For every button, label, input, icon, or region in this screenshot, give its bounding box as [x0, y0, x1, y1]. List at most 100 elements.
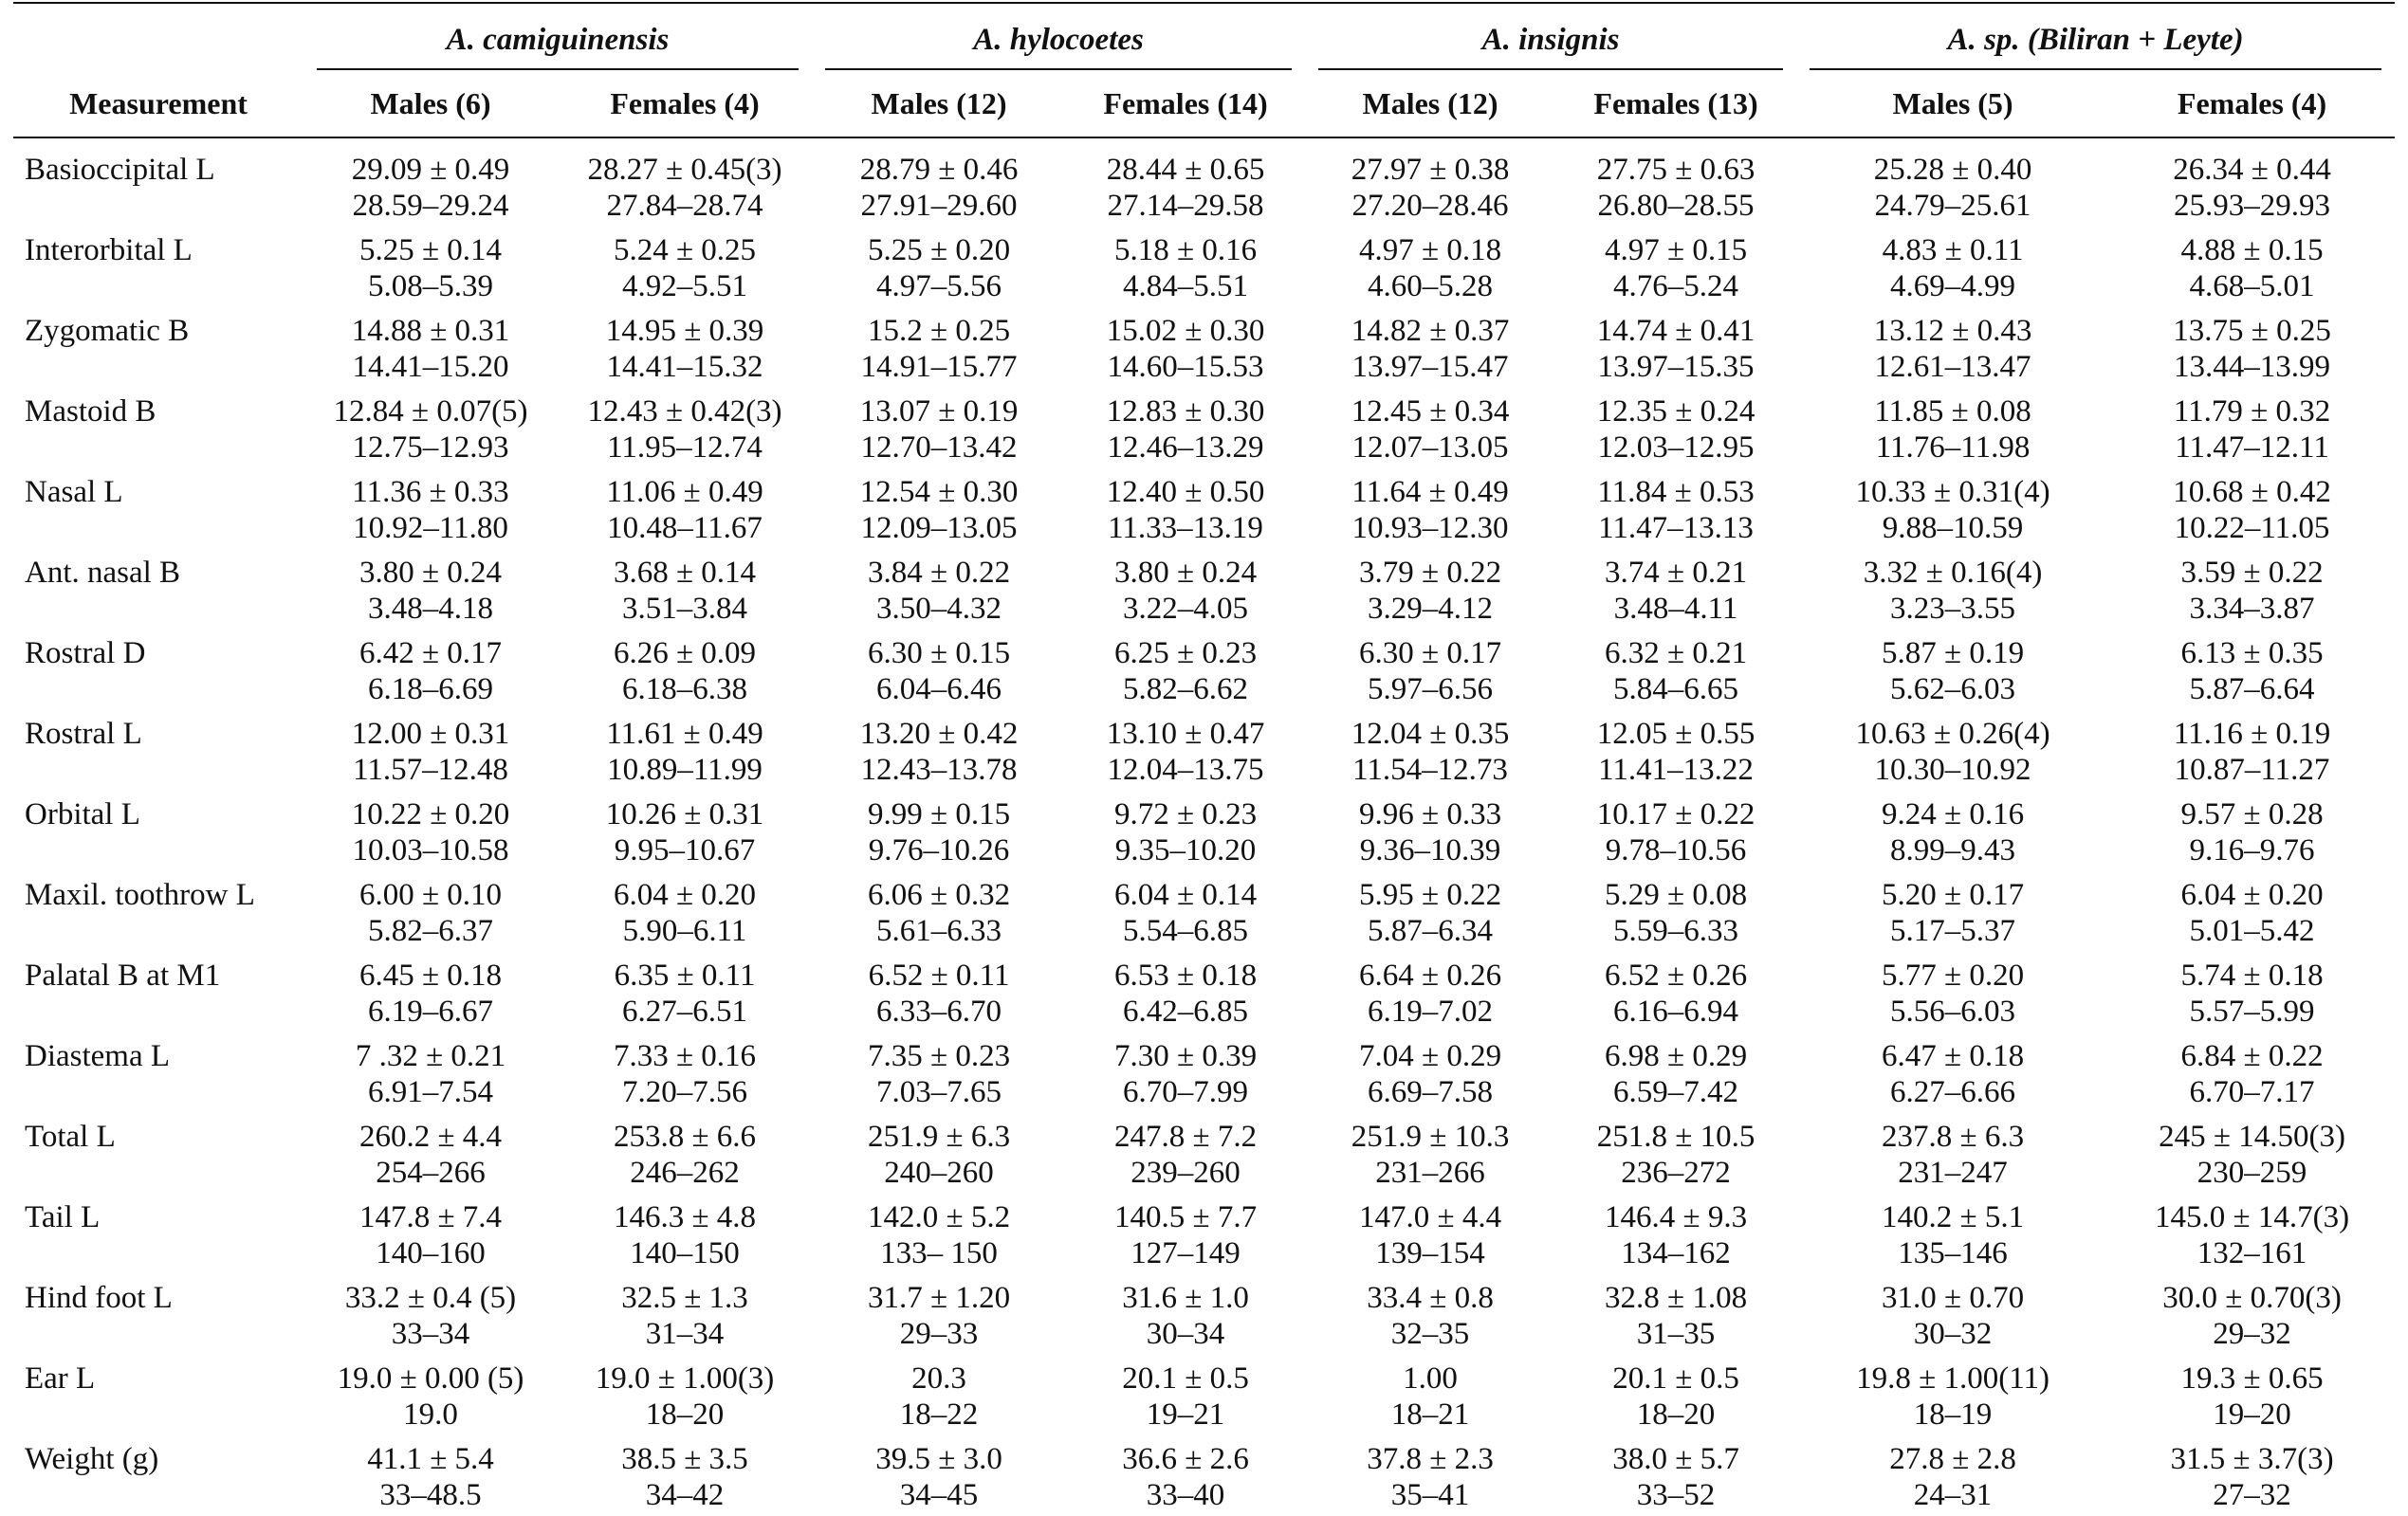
value-cell: 9.99 ± 0.15 9.76–10.26: [812, 791, 1066, 871]
range-value: 139–154: [1375, 1236, 1485, 1270]
range-value: 231–266: [1375, 1156, 1485, 1190]
range-value: 134–162: [1621, 1236, 1731, 1270]
range-value: 33–34: [391, 1317, 470, 1351]
mean-sd-value: 3.68 ± 0.14: [613, 556, 757, 590]
range-value: 4.76–5.24: [1613, 269, 1739, 303]
value-cell: 12.54 ± 0.30 12.09–13.05: [812, 468, 1066, 549]
range-value: 10.48–11.67: [607, 511, 763, 545]
range-value: 6.16–6.94: [1613, 995, 1739, 1029]
value-cell: 14.95 ± 0.39 14.41–15.32: [558, 307, 812, 388]
range-value: 14.41–15.32: [606, 350, 763, 384]
mean-sd-value: 38.0 ± 5.7: [1612, 1442, 1739, 1476]
value-cell: 20.3 18–22: [812, 1355, 1066, 1435]
mean-sd-value: 6.47 ± 0.18: [1881, 1039, 2025, 1073]
value-cell: 6.42 ± 0.17 6.18–6.69: [303, 630, 558, 710]
value-cell: 6.32 ± 0.21 5.84–6.65: [1555, 630, 1796, 710]
value-cell: 11.61 ± 0.49 10.89–11.99: [558, 710, 812, 791]
row-label: Maxil. toothrow L: [25, 878, 255, 912]
value-cell: 37.8 ± 2.3 35–41: [1305, 1435, 1555, 1516]
mean-sd-value: 7 .32 ± 0.21: [355, 1039, 506, 1073]
value-cell: 12.04 ± 0.35 11.54–12.73: [1305, 710, 1555, 791]
mean-sd-value: 6.52 ± 0.26: [1604, 959, 1748, 993]
value-cell: 20.1 ± 0.5 19–21: [1066, 1355, 1305, 1435]
mean-sd-value: 4.88 ± 0.15: [2180, 233, 2324, 267]
value-cell: 3.80 ± 0.24 3.48–4.18: [303, 549, 558, 630]
value-cell: 5.87 ± 0.19 5.62–6.03: [1796, 630, 2109, 710]
mean-sd-value: 6.35 ± 0.11: [614, 959, 756, 993]
mean-sd-value: 4.97 ± 0.15: [1604, 233, 1748, 267]
range-value: 29–32: [2213, 1317, 2291, 1351]
value-cell: 14.74 ± 0.41 13.97–15.35: [1555, 307, 1796, 388]
range-value: 12.04–13.75: [1107, 753, 1264, 787]
range-value: 11.54–12.73: [1352, 753, 1508, 787]
range-value: 9.95–10.67: [614, 833, 756, 868]
value-cell: 6.25 ± 0.23 5.82–6.62: [1066, 630, 1305, 710]
value-cell: 6.35 ± 0.11 6.27–6.51: [558, 952, 812, 1032]
range-value: 5.59–6.33: [1613, 914, 1739, 948]
table-row: Basioccipital L 29.09 ± 0.49 28.59–29.24 28…: [13, 137, 2395, 227]
mean-sd-value: 5.77 ± 0.20: [1881, 959, 2025, 993]
mean-sd-value: 6.25 ± 0.23: [1113, 636, 1258, 670]
mean-sd-value: 15.02 ± 0.30: [1106, 314, 1265, 348]
mean-sd-value: 3.32 ± 0.16(4): [1863, 556, 2043, 590]
mean-sd-value: 140.5 ± 7.7: [1113, 1200, 1258, 1234]
value-cell: 13.12 ± 0.43 12.61–13.47: [1796, 307, 2109, 388]
range-value: 4.92–5.51: [622, 269, 747, 303]
mean-sd-value: 19.3 ± 0.65: [2180, 1361, 2324, 1396]
value-cell: 147.0 ± 4.4 139–154: [1305, 1194, 1555, 1274]
mean-sd-value: 12.83 ± 0.30: [1106, 394, 1265, 429]
mean-sd-value: 147.0 ± 4.4: [1358, 1200, 1502, 1234]
table-row: Weight (g) 41.1 ± 5.4 33–48.5 38.5 ± 3.5 34–…: [13, 1435, 2395, 1516]
mean-sd-value: 12.54 ± 0.30: [859, 475, 1019, 509]
subheader-cell: Males (12): [812, 70, 1067, 138]
mean-sd-value: 1.00: [1403, 1361, 1458, 1396]
value-cell: 28.44 ± 0.65 27.14–29.58: [1066, 137, 1305, 227]
value-cell: 251.9 ± 10.3 231–266: [1305, 1113, 1555, 1194]
value-cell: 15.2 ± 0.25 14.91–15.77: [812, 307, 1066, 388]
value-cell: 10.17 ± 0.22 9.78–10.56: [1555, 791, 1796, 871]
value-cell: 5.24 ± 0.25 4.92–5.51: [558, 227, 812, 307]
mean-sd-value: 6.00 ± 0.10: [358, 878, 503, 912]
value-cell: 11.85 ± 0.08 11.76–11.98: [1796, 388, 2109, 468]
row-label: Tail L: [25, 1200, 101, 1234]
row-label: Ant. nasal B: [25, 556, 181, 590]
mean-sd-value: 28.79 ± 0.46: [859, 153, 1019, 187]
value-cell: 253.8 ± 6.6 246–262: [558, 1113, 812, 1194]
mean-sd-value: 6.42 ± 0.17: [358, 636, 503, 670]
value-cell: 33.4 ± 0.8 32–35: [1305, 1274, 1555, 1355]
value-cell: 6.04 ± 0.14 5.54–6.85: [1066, 871, 1305, 952]
range-value: 6.59–7.42: [1613, 1075, 1739, 1109]
value-cell: 6.47 ± 0.18 6.27–6.66: [1796, 1032, 2109, 1113]
row-label: Zygomatic B: [25, 314, 190, 348]
table-row: Hind foot L 33.2 ± 0.4 (5) 33–34 32.5 ± 1.3…: [13, 1274, 2395, 1355]
range-value: 11.47–13.13: [1598, 511, 1754, 545]
value-cell: 6.45 ± 0.18 6.19–6.67: [303, 952, 558, 1032]
range-value: 140–150: [630, 1236, 740, 1270]
value-cell: 5.18 ± 0.16 4.84–5.51: [1066, 227, 1305, 307]
range-value: 30–32: [1913, 1317, 1993, 1351]
range-value: 12.03–12.95: [1597, 430, 1755, 465]
range-value: 127–149: [1130, 1236, 1241, 1270]
value-cell: 3.59 ± 0.22 3.34–3.87: [2109, 549, 2395, 630]
mean-sd-value: 247.8 ± 7.2: [1113, 1120, 1258, 1154]
row-label: Rostral L: [25, 717, 142, 751]
range-value: 5.84–6.65: [1613, 672, 1739, 706]
range-value: 240–260: [884, 1156, 994, 1190]
value-cell: 38.5 ± 3.5 34–42: [558, 1435, 812, 1516]
value-cell: 13.10 ± 0.47 12.04–13.75: [1066, 710, 1305, 791]
range-value: 5.56–6.03: [1890, 995, 2016, 1029]
mean-sd-value: 12.35 ± 0.24: [1596, 394, 1755, 429]
mean-sd-value: 33.4 ± 0.8: [1367, 1281, 1494, 1315]
row-label: Total L: [25, 1120, 116, 1154]
value-cell: 28.27 ± 0.45(3) 27.84–28.74: [558, 137, 812, 227]
mean-sd-value: 146.4 ± 9.3: [1604, 1200, 1748, 1234]
mean-sd-value: 31.7 ± 1.20: [867, 1281, 1011, 1315]
measurement-column-header: Measurement: [13, 70, 303, 138]
value-cell: 237.8 ± 6.3 231–247: [1796, 1113, 2109, 1194]
mean-sd-value: 5.29 ± 0.08: [1604, 878, 1748, 912]
table-row: Ear L 19.0 ± 0.00 (5) 19.0 19.0 ± 1.00(3) 18…: [13, 1355, 2395, 1435]
mean-sd-value: 30.0 ± 0.70(3): [2162, 1281, 2342, 1315]
value-cell: 11.84 ± 0.53 11.47–13.13: [1555, 468, 1796, 549]
mean-sd-value: 6.32 ± 0.21: [1604, 636, 1748, 670]
range-value: 18–19: [1913, 1397, 1993, 1432]
